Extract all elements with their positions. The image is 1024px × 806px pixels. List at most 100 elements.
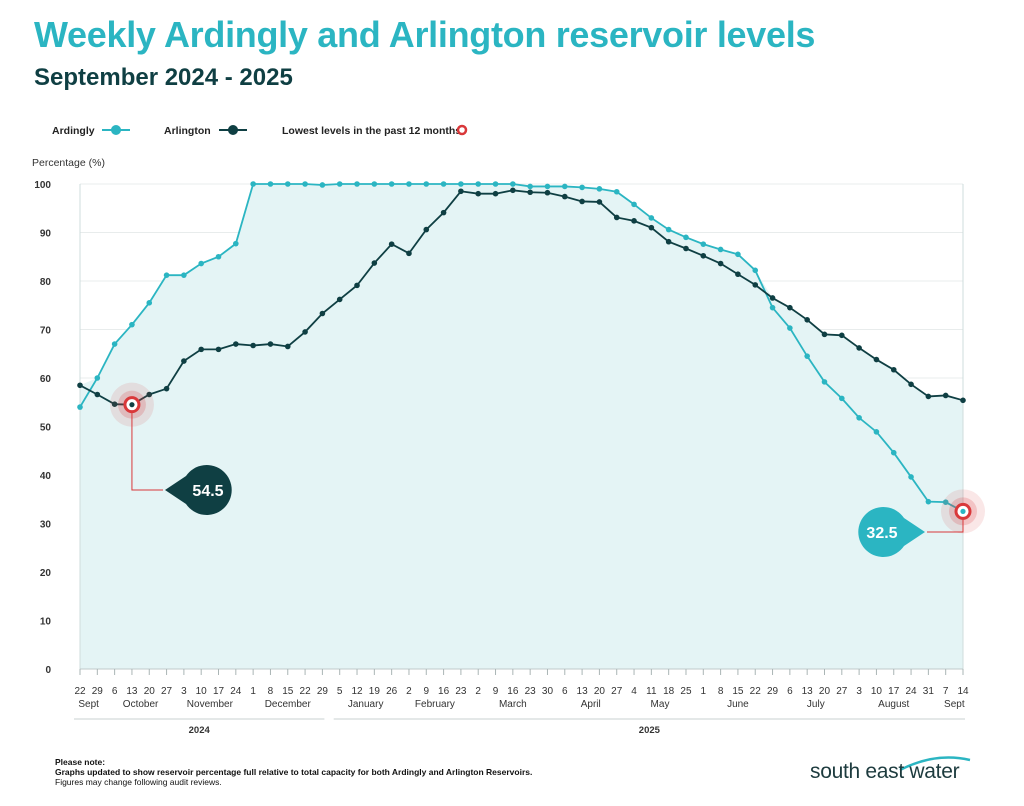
- x-tick-label: 25: [680, 686, 692, 697]
- point-ardingly: [284, 181, 291, 187]
- point-ardingly: [787, 325, 793, 331]
- point-arlington: [631, 218, 637, 224]
- x-tick-label: 27: [611, 686, 623, 697]
- x-tick-label: 31: [923, 686, 935, 697]
- point-arlington: [94, 391, 101, 398]
- y-tick-label: 10: [40, 617, 52, 628]
- x-tick-label: 8: [268, 686, 274, 697]
- point-ardingly: [354, 181, 360, 187]
- point-ardingly: [388, 181, 395, 187]
- point-arlington: [284, 343, 291, 350]
- x-tick-label: 7: [943, 686, 949, 697]
- callout-bubble: [165, 464, 232, 515]
- point-ardingly: [181, 272, 187, 278]
- x-tick-label: 29: [92, 686, 104, 697]
- point-ardingly: [336, 181, 343, 187]
- y-tick-label: 40: [40, 471, 52, 482]
- legend-arlington-label: Arlington: [164, 125, 211, 137]
- chart-title: Weekly Ardingly and Arlington reservoir …: [34, 14, 816, 55]
- point-arlington: [371, 260, 378, 266]
- point-arlington: [700, 252, 707, 259]
- point-arlington: [908, 381, 914, 388]
- x-tick-label: 3: [181, 686, 187, 697]
- x-tick-label: 17: [213, 686, 225, 697]
- point-ardingly: [544, 183, 551, 190]
- x-tick-label: 14: [957, 686, 969, 697]
- area-fill: [79, 184, 964, 670]
- legend: Ardingly Arlington Lowest levels in the …: [52, 124, 468, 137]
- x-ticks: 22 29 6 13 20 27 3 10 17 24 1 8 15 22 29 5 12 19 26 2 9 16 23 2…: [74, 669, 969, 736]
- x-tick-label: 27: [836, 686, 848, 697]
- point-ardingly: [319, 182, 326, 188]
- month-label: May: [651, 699, 670, 710]
- y-tick-label: 100: [34, 180, 51, 191]
- point-ardingly: [267, 181, 274, 187]
- month-label: November: [187, 699, 234, 710]
- point-ardingly: [475, 181, 482, 187]
- year-label: 2025: [639, 725, 661, 736]
- x-tick-label: 29: [317, 686, 329, 697]
- point-arlington: [683, 245, 689, 252]
- month-label: April: [581, 699, 601, 710]
- point-ardingly: [94, 375, 101, 381]
- x-tick-label: 29: [767, 686, 779, 697]
- x-tick-label: 6: [562, 686, 568, 697]
- point-arlington: [752, 282, 759, 288]
- y-tick-label: 50: [40, 423, 52, 434]
- x-tick-label: 13: [577, 686, 589, 697]
- point-arlington: [942, 392, 949, 399]
- x-tick-label: 12: [351, 686, 363, 697]
- legend-lowest-marker: [456, 124, 468, 136]
- point-arlington: [890, 366, 897, 373]
- point-ardingly: [804, 353, 810, 359]
- point-ardingly: [302, 181, 308, 187]
- point-arlington: [579, 198, 585, 205]
- point-arlington: [458, 188, 464, 195]
- point-ardingly: [458, 181, 464, 187]
- point-arlington: [648, 224, 655, 231]
- x-tick-label: 4: [631, 686, 637, 697]
- point-ardingly: [769, 304, 776, 311]
- series-lines: [77, 181, 966, 515]
- point-arlington: [198, 346, 204, 353]
- point-ardingly: [371, 181, 378, 187]
- y-tick-label: 0: [45, 665, 51, 676]
- point-ardingly: [198, 260, 204, 267]
- point-ardingly: [683, 234, 689, 241]
- footnote-line2: Figures may change following audit revie…: [55, 777, 222, 787]
- point-arlington: [873, 356, 880, 363]
- legend-ardingly-label: Ardingly: [52, 125, 95, 137]
- point-ardingly: [856, 414, 862, 421]
- x-tick-label: 22: [750, 686, 762, 697]
- point-arlington: [596, 199, 603, 205]
- point-arlington: [111, 401, 118, 407]
- month-label: February: [415, 699, 455, 710]
- point-ardingly: [648, 215, 655, 221]
- point-ardingly: [527, 183, 533, 190]
- x-tick-label: 11: [646, 686, 657, 697]
- point-arlington: [821, 331, 828, 338]
- point-arlington: [250, 342, 256, 349]
- y-tick-label: 60: [40, 374, 52, 385]
- point-ardingly: [665, 226, 672, 233]
- point-ardingly: [146, 300, 153, 306]
- month-label: July: [807, 699, 825, 710]
- point-ardingly: [492, 181, 499, 187]
- footnote-line1: Graphs updated to show reservoir percent…: [55, 767, 533, 777]
- point-arlington: [336, 296, 343, 303]
- point-ardingly: [561, 183, 568, 190]
- point-ardingly: [942, 499, 949, 505]
- point-ardingly: [233, 240, 239, 247]
- point-arlington: [960, 397, 966, 404]
- point-arlington: [492, 190, 499, 197]
- point-arlington: [406, 250, 412, 257]
- x-tick-label: 5: [337, 686, 343, 697]
- x-tick-label: 24: [230, 686, 242, 697]
- point-arlington: [77, 382, 83, 389]
- callout-leader: [131, 412, 163, 491]
- callout-value: 32.5: [866, 525, 897, 542]
- x-tick-label: 2: [406, 686, 412, 697]
- point-arlington: [787, 304, 793, 311]
